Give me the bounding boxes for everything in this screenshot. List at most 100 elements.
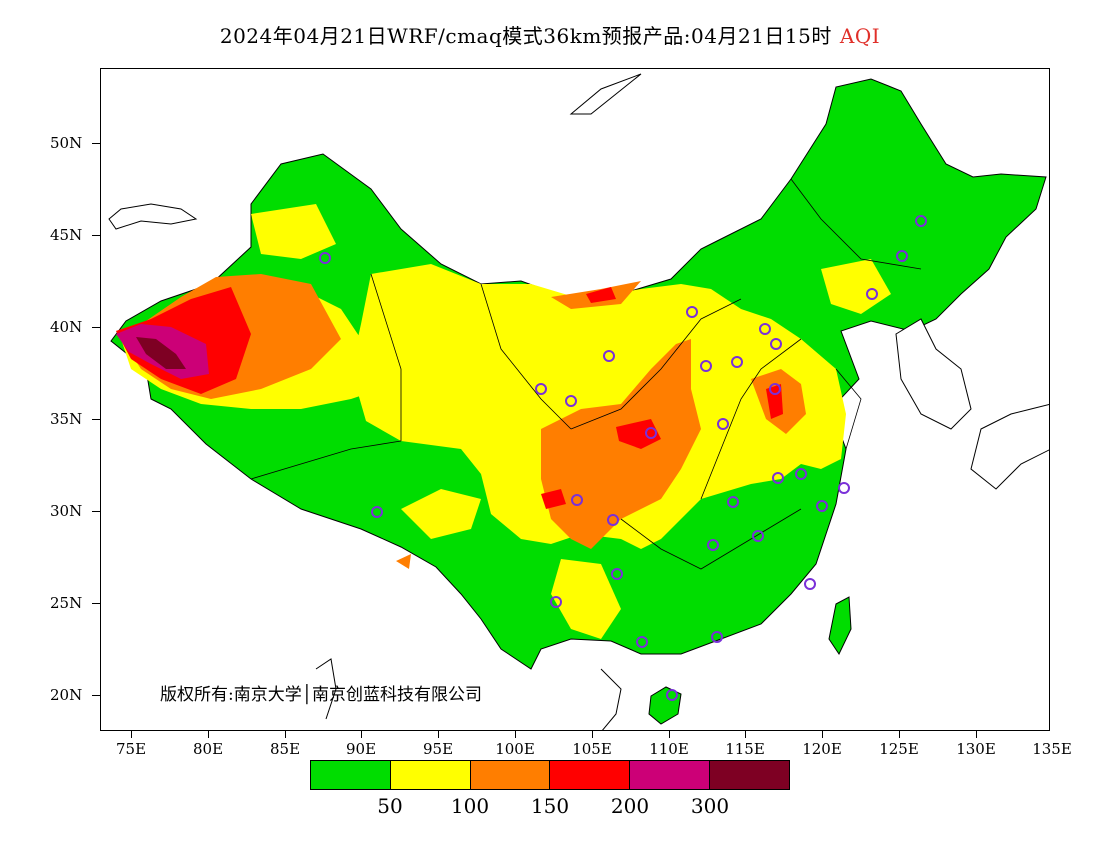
station-marker bbox=[571, 494, 583, 506]
lon-label: 115E bbox=[725, 740, 765, 758]
station-marker bbox=[611, 568, 623, 580]
lon-tick bbox=[515, 731, 516, 738]
lon-tick bbox=[592, 731, 593, 738]
station-marker bbox=[804, 578, 816, 590]
station-marker bbox=[603, 350, 615, 362]
aqi-legend bbox=[310, 760, 790, 790]
lat-tick bbox=[92, 603, 100, 604]
station-marker bbox=[731, 356, 743, 368]
legend-swatch-usg bbox=[470, 761, 551, 789]
map-title: 2024年04月21日WRF/cmaq模式36km预报产品:04月21日15时 A… bbox=[0, 20, 1100, 49]
province-boundaries bbox=[250, 178, 922, 570]
orange-zone-tibet-east bbox=[396, 554, 411, 569]
lat-label: 20N bbox=[50, 686, 83, 704]
station-marker bbox=[607, 514, 619, 526]
lat-tick bbox=[92, 511, 100, 512]
lon-label: 110E bbox=[649, 740, 689, 758]
yellow-zone-central bbox=[351, 264, 846, 549]
maroon-zone-xinjiang bbox=[136, 337, 186, 369]
station-marker bbox=[915, 215, 927, 227]
lon-tick bbox=[361, 731, 362, 738]
coast-japan bbox=[970, 403, 1049, 490]
station-marker bbox=[535, 383, 547, 395]
red-zone-inner-mongolia bbox=[586, 287, 616, 303]
lon-label: 105E bbox=[572, 740, 612, 758]
lon-label: 85E bbox=[269, 740, 301, 758]
station-marker bbox=[636, 636, 648, 648]
legend-swatch-very-unhealthy bbox=[630, 761, 711, 789]
station-marker bbox=[866, 288, 878, 300]
station-marker bbox=[550, 596, 562, 608]
station-marker bbox=[769, 383, 781, 395]
lon-tick bbox=[285, 731, 286, 738]
station-marker bbox=[795, 468, 807, 480]
lat-label: 25N bbox=[50, 594, 83, 612]
lon-label: 90E bbox=[345, 740, 377, 758]
station-marker bbox=[711, 631, 723, 643]
lon-label: 135E bbox=[1032, 740, 1072, 758]
legend-label: 100 bbox=[450, 794, 490, 818]
lat-label: 40N bbox=[50, 318, 83, 336]
lon-tick bbox=[669, 731, 670, 738]
station-marker bbox=[752, 530, 764, 542]
lat-tick bbox=[92, 143, 100, 144]
map-title-main: 2024年04月21日WRF/cmaq模式36km预报产品:04月21日15时 bbox=[219, 24, 832, 48]
coast-indochina bbox=[315, 658, 622, 730]
coast-korea bbox=[895, 318, 972, 430]
station-marker bbox=[717, 418, 729, 430]
lat-tick bbox=[92, 419, 100, 420]
lat-tick bbox=[92, 327, 100, 328]
coast-kazakh-lake bbox=[108, 203, 198, 230]
legend-swatch-hazardous bbox=[710, 761, 789, 789]
lon-tick bbox=[745, 731, 746, 738]
lon-tick bbox=[208, 731, 209, 738]
legend-label: 300 bbox=[690, 794, 730, 818]
lon-tick bbox=[438, 731, 439, 738]
lon-tick bbox=[899, 731, 900, 738]
lon-label: 75E bbox=[115, 740, 147, 758]
lat-tick bbox=[92, 235, 100, 236]
station-marker bbox=[707, 539, 719, 551]
lon-tick bbox=[131, 731, 132, 738]
station-marker bbox=[770, 338, 782, 350]
lat-label: 50N bbox=[50, 134, 83, 152]
lat-label: 45N bbox=[50, 226, 83, 244]
station-marker bbox=[686, 306, 698, 318]
coast-baikal bbox=[569, 73, 642, 115]
lon-label: 120E bbox=[802, 740, 842, 758]
taiwan-island bbox=[828, 596, 852, 656]
hainan-island bbox=[648, 686, 682, 725]
station-marker bbox=[565, 395, 577, 407]
lon-label: 125E bbox=[879, 740, 919, 758]
aqi-map bbox=[108, 73, 1049, 730]
red-zone-sichuan bbox=[616, 419, 661, 449]
map-frame[interactable] bbox=[100, 68, 1050, 731]
legend-swatch-unhealthy bbox=[550, 761, 631, 789]
yellow-zone-tibet-south bbox=[401, 489, 481, 539]
station-marker bbox=[816, 500, 828, 512]
yellow-zone-north bbox=[251, 204, 336, 259]
lon-label: 100E bbox=[495, 740, 535, 758]
lon-tick bbox=[822, 731, 823, 738]
station-marker bbox=[666, 689, 678, 701]
station-marker bbox=[371, 506, 383, 518]
station-markers bbox=[319, 215, 927, 701]
yellow-zone-northeast bbox=[821, 259, 891, 314]
station-marker bbox=[319, 252, 331, 264]
station-marker bbox=[759, 323, 771, 335]
legend-label: 50 bbox=[377, 794, 403, 818]
legend-label: 150 bbox=[530, 794, 570, 818]
lat-label: 35N bbox=[50, 410, 83, 428]
lat-label: 30N bbox=[50, 502, 83, 520]
station-marker bbox=[896, 250, 908, 262]
red-zone-chongqing bbox=[541, 489, 566, 509]
legend-label: 200 bbox=[610, 794, 650, 818]
station-marker bbox=[645, 427, 657, 439]
station-marker bbox=[838, 482, 850, 494]
lon-label: 80E bbox=[192, 740, 224, 758]
yellow-zone-yunnan bbox=[551, 559, 621, 639]
lon-label: 95E bbox=[422, 740, 454, 758]
legend-swatch-good bbox=[311, 761, 391, 789]
copyright-notice: 版权所有:南京大学│南京创蓝科技有限公司 bbox=[160, 685, 482, 705]
lon-tick bbox=[976, 731, 977, 738]
